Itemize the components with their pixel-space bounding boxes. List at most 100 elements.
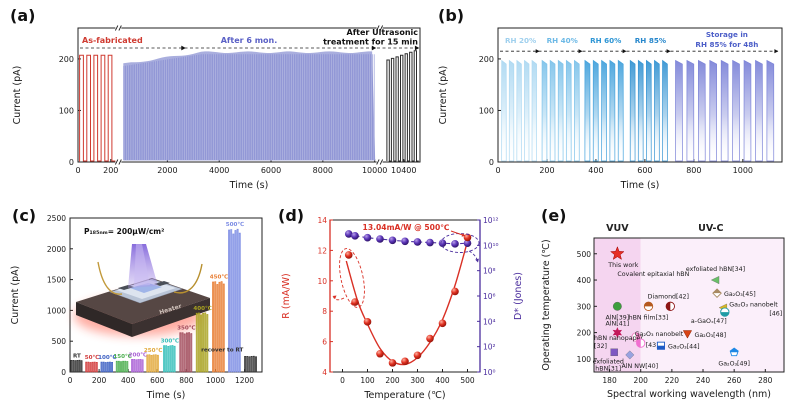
pulse xyxy=(70,359,73,373)
svg-text:10¹²: 10¹² xyxy=(483,216,499,225)
pulse xyxy=(131,359,133,373)
pulse xyxy=(592,59,599,162)
pulse xyxy=(230,229,233,373)
pulse xyxy=(252,355,255,373)
pulse xyxy=(698,59,706,162)
svg-text:800: 800 xyxy=(179,376,194,385)
point-a-gaox-47: a-GaOₓ[47] xyxy=(691,307,730,325)
svg-text:0: 0 xyxy=(68,376,73,385)
pulse xyxy=(501,59,507,162)
pulse xyxy=(111,362,113,373)
pulse xyxy=(122,360,125,373)
pulse xyxy=(76,360,79,373)
pulse xyxy=(732,59,740,162)
svg-text:Temperature (℃): Temperature (℃) xyxy=(363,390,445,401)
panel-d-responsivity: 4 6 8 10 12 14 10⁰ 10² 10⁴ 10⁶ 10⁸ 10¹⁰ 10¹² 0 100 200 3… xyxy=(274,204,532,404)
svg-text:hBN film[33]: hBN film[33] xyxy=(629,314,669,321)
svg-text:260: 260 xyxy=(727,376,742,385)
svg-text:0: 0 xyxy=(489,158,494,167)
responsivity-fit-curve xyxy=(345,241,469,366)
pulse xyxy=(100,361,103,373)
point-aln-39: AlN[39] xyxy=(606,301,629,321)
pulse xyxy=(124,360,127,373)
svg-text:8000: 8000 xyxy=(313,166,333,175)
point-exfoliated-hbn-34: exfoliated hBN[34] xyxy=(686,266,745,285)
pulse xyxy=(146,354,149,373)
svg-text:2000: 2000 xyxy=(47,245,66,254)
svg-text:100℃: 100℃ xyxy=(98,354,117,361)
svg-text:100: 100 xyxy=(59,106,74,115)
pulse xyxy=(212,281,215,373)
svg-text:200: 200 xyxy=(92,376,107,385)
pulse xyxy=(126,361,129,373)
pulse xyxy=(133,359,136,373)
svg-text:200: 200 xyxy=(634,376,649,385)
svg-text:Ga₂O₃ nanobelt: Ga₂O₃ nanobelt xyxy=(635,331,684,338)
pulse xyxy=(163,345,165,373)
svg-text:10000: 10000 xyxy=(362,166,387,175)
pulse xyxy=(106,361,109,373)
svg-text:exfoliated hBN[34]: exfoliated hBN[34] xyxy=(686,266,745,273)
pulse xyxy=(181,332,184,373)
point-hbn-film-33: hBN film[33] xyxy=(629,301,669,321)
svg-text:Current (pA): Current (pA) xyxy=(12,66,23,125)
pulse xyxy=(154,354,157,373)
pulse xyxy=(102,361,105,373)
pulse xyxy=(234,230,237,373)
pulse xyxy=(214,281,217,373)
svg-text:[32]: [32] xyxy=(594,343,607,350)
pulse xyxy=(115,360,118,373)
svg-text:600: 600 xyxy=(637,166,652,175)
svg-text:240: 240 xyxy=(696,376,711,385)
panel-c-pulses xyxy=(70,228,257,373)
svg-text:350℃: 350℃ xyxy=(177,325,196,332)
svg-text:Ga₂O₃[49]: Ga₂O₃[49] xyxy=(718,360,750,367)
svg-text:400: 400 xyxy=(121,376,136,385)
svg-text:400: 400 xyxy=(588,166,603,175)
svg-text:Ga₂O₃ nanobelt: Ga₂O₃ nanobelt xyxy=(729,302,778,309)
svg-text:300: 300 xyxy=(577,302,592,311)
pulse xyxy=(248,356,251,373)
pulse xyxy=(190,333,193,373)
svg-text:10²: 10² xyxy=(483,343,496,352)
point-aln-nw-40: AlN NW[40] xyxy=(621,350,658,370)
pulse xyxy=(755,59,763,162)
svg-text:4: 4 xyxy=(322,368,327,377)
svg-text:RH 85%: RH 85% xyxy=(635,36,666,45)
pulse xyxy=(206,314,209,373)
svg-text:hBN[31]: hBN[31] xyxy=(595,365,621,372)
svg-text:0: 0 xyxy=(69,158,74,167)
pulse xyxy=(104,362,107,373)
pulse xyxy=(238,232,241,373)
svg-text:0: 0 xyxy=(75,166,80,175)
point-ga2o3-44: Ga₂O₃[44] xyxy=(656,341,700,351)
pulse xyxy=(183,333,186,373)
svg-text:RH 40%: RH 40% xyxy=(547,36,578,45)
svg-text:AlN[41]: AlN[41] xyxy=(606,321,630,328)
panel-b-letter: (b) xyxy=(438,6,465,25)
pulse xyxy=(169,345,172,373)
wire-right xyxy=(173,263,203,294)
pulse xyxy=(202,313,205,373)
pulse xyxy=(91,361,94,373)
pulse xyxy=(80,360,83,373)
svg-text:1000: 1000 xyxy=(733,166,753,175)
pulse-train-0 xyxy=(79,54,116,163)
pulse xyxy=(720,59,729,162)
svg-text:recover to RT: recover to RT xyxy=(201,348,243,354)
svg-text:4000: 4000 xyxy=(209,166,229,175)
svg-text:200: 200 xyxy=(59,55,74,64)
pulse xyxy=(516,59,522,162)
svg-text:Ga₂O₃[48]: Ga₂O₃[48] xyxy=(694,332,726,339)
svg-text:Time (s): Time (s) xyxy=(146,390,186,401)
pulse xyxy=(565,59,572,162)
pulse xyxy=(601,59,607,162)
responsivity-point xyxy=(463,233,472,242)
pulse xyxy=(675,59,683,162)
detectivity-point xyxy=(426,238,434,247)
svg-text:10⁸: 10⁸ xyxy=(483,267,496,276)
svg-text:1500: 1500 xyxy=(47,276,66,285)
pulse xyxy=(222,283,225,373)
panel-e-benchmark: VUV UV-C 100 200 300 400 500 180 200 220 240 260 280… xyxy=(536,204,794,404)
